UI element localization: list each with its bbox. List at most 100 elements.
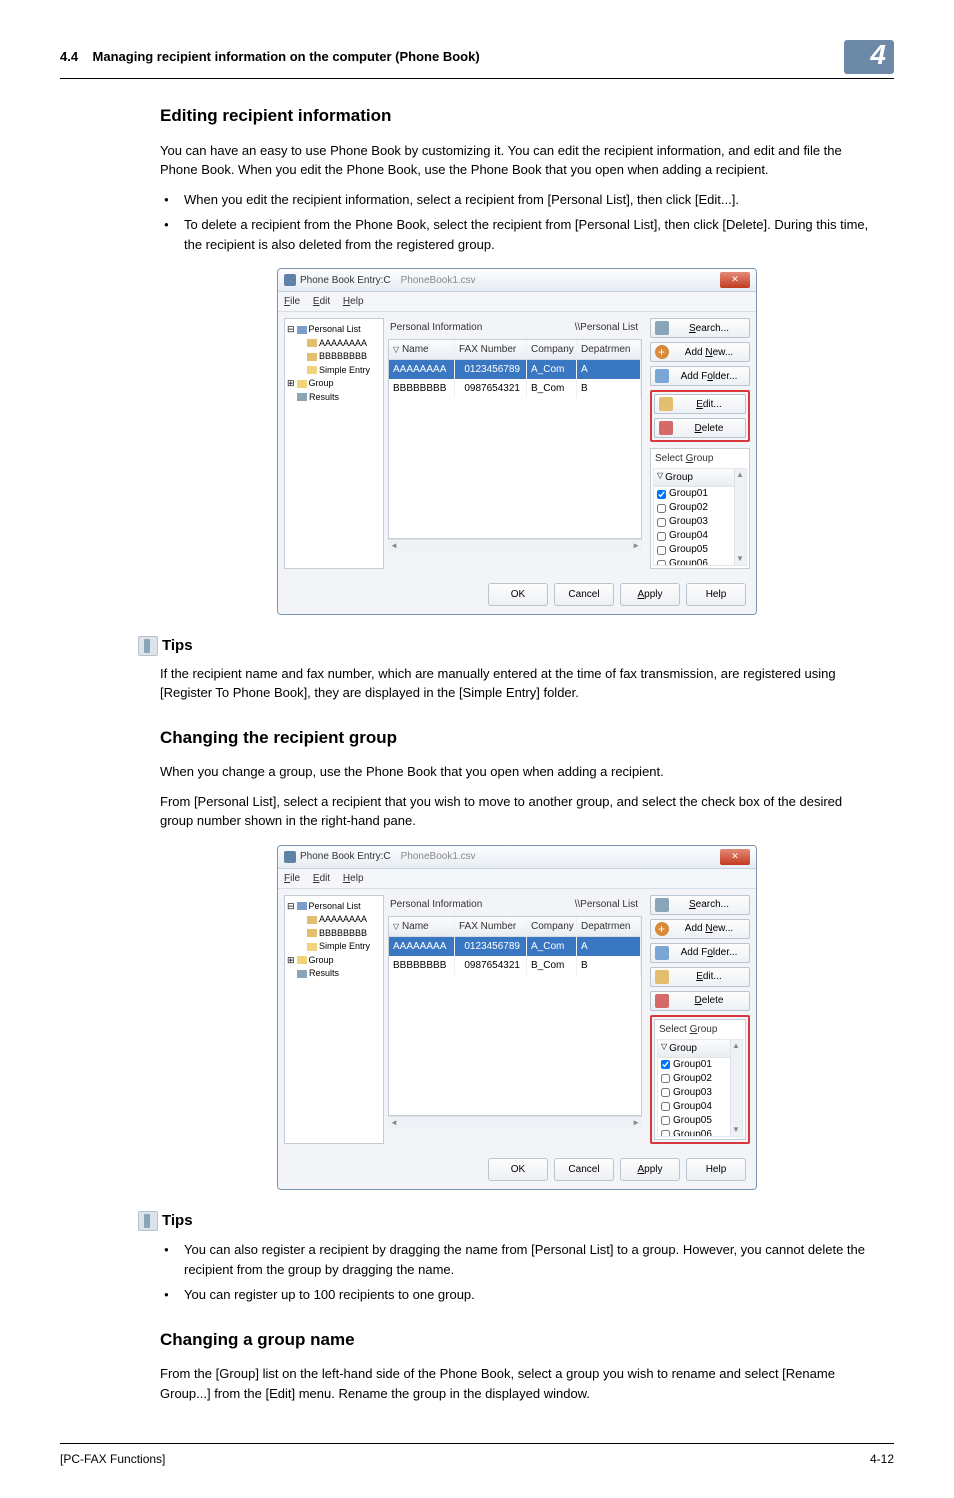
side-panel: Search... Add New... Add Folder... Edit.… [646, 895, 750, 1144]
tree-group[interactable]: ⊞ Group [287, 954, 381, 968]
edit-button[interactable]: Edit... [654, 394, 746, 414]
edit-paragraph: You can have an easy to use Phone Book b… [160, 141, 874, 180]
tips-2-header: Tips [138, 1210, 874, 1233]
select-group-box: Select Group ▽Group Group01 Group02 Grou… [654, 1019, 746, 1140]
header-title: Managing recipient information on the co… [93, 49, 480, 64]
vertical-scrollbar[interactable] [734, 469, 746, 565]
tree-item-a[interactable]: AAAAAAAA [287, 913, 381, 927]
page-header: 4.4 Managing recipient information on th… [60, 40, 894, 79]
add-icon [655, 345, 669, 359]
recipient-grid: ▽ Name FAX Number Company Name Depatrmen… [388, 339, 642, 539]
grid-header[interactable]: ▽ Name FAX Number Company Name Depatrmen [389, 340, 641, 360]
ok-button[interactable]: OK [488, 583, 548, 606]
main-heading: Personal Information [390, 897, 482, 912]
dialog-menubar: File Edit Help [278, 869, 756, 889]
dialog-title-prefix: Phone Book Entry:C [300, 849, 391, 864]
delete-button[interactable]: Delete [650, 991, 750, 1011]
table-row[interactable]: BBBBBBBB 0987654321 B_Com B [389, 379, 641, 398]
add-new-button[interactable]: Add New... [650, 342, 750, 362]
add-new-button[interactable]: Add New... [650, 919, 750, 939]
tips-icon [138, 636, 158, 656]
highlight-edit-delete: Edit... Delete [650, 390, 750, 442]
tree-results[interactable]: Results [287, 967, 381, 981]
dialog-titlebar: Phone Book Entry:C PhoneBook1.csv ✕ [278, 269, 756, 292]
tree-results[interactable]: Results [287, 391, 381, 405]
delete-button[interactable]: Delete [654, 418, 746, 438]
tree-simple-entry[interactable]: Simple Entry [287, 364, 381, 378]
group-item[interactable]: Group04 [654, 529, 746, 543]
tree-simple-entry[interactable]: Simple Entry [287, 940, 381, 954]
horizontal-scrollbar[interactable]: ◄► [388, 1116, 642, 1128]
grid-header[interactable]: ▽ Name FAX Number Company Name Depatrmen [389, 917, 641, 937]
dialog-icon [284, 851, 296, 863]
help-button[interactable]: Help [686, 583, 746, 606]
dialog-footer: OK Cancel Apply Help [278, 575, 756, 614]
search-button[interactable]: Search... [650, 318, 750, 338]
search-button[interactable]: Search... [650, 895, 750, 915]
delete-icon [659, 421, 673, 435]
select-group-label: Select Group [653, 451, 747, 466]
folder-icon [655, 946, 669, 960]
tree-item-b[interactable]: BBBBBBBB [287, 927, 381, 941]
col-name: ▽ Name [389, 340, 455, 359]
tips-2-bullets: You can also register a recipient by dra… [160, 1240, 874, 1305]
main-panel: Personal Information \\Personal List ▽ N… [388, 895, 642, 1144]
chapter-badge: 4 [844, 40, 894, 74]
group-item[interactable]: Group05 [654, 543, 746, 557]
search-icon [655, 321, 669, 335]
menu-edit[interactable]: Edit [313, 873, 330, 884]
table-row[interactable]: AAAAAAAA 0123456789 A_Com A [389, 937, 641, 956]
dialog-footer: OK Cancel Apply Help [278, 1150, 756, 1189]
apply-button[interactable]: Apply [620, 583, 680, 606]
table-row[interactable]: AAAAAAAA 0123456789 A_Com A [389, 360, 641, 379]
horizontal-scrollbar[interactable]: ◄► [388, 539, 642, 551]
cancel-button[interactable]: Cancel [554, 1158, 614, 1181]
menu-help[interactable]: Help [343, 296, 364, 307]
phonebook-dialog-2: Phone Book Entry:C PhoneBook1.csv ✕ File… [277, 845, 757, 1190]
main-path: \\Personal List [575, 320, 638, 335]
menu-file[interactable]: File [284, 873, 300, 884]
ok-button[interactable]: OK [488, 1158, 548, 1181]
add-folder-button[interactable]: Add Folder... [650, 943, 750, 963]
close-icon[interactable]: ✕ [720, 272, 750, 288]
tree-panel: ⊟ Personal List AAAAAAAA BBBBBBBB Simple… [284, 318, 384, 569]
apply-button[interactable]: Apply [620, 1158, 680, 1181]
footer-right: 4-12 [870, 1450, 894, 1468]
tree-personal-list[interactable]: ⊟ Personal List [287, 900, 381, 914]
changegroup-p1: When you change a group, use the Phone B… [160, 762, 874, 782]
changename-p1: From the [Group] list on the left-hand s… [160, 1364, 874, 1403]
footer-left: [PC-FAX Functions] [60, 1450, 165, 1468]
col-fax: FAX Number [455, 340, 527, 359]
group-item[interactable]: Group02 [654, 501, 746, 515]
close-icon[interactable]: ✕ [720, 849, 750, 865]
main-panel: Personal Information \\Personal List ▽ N… [388, 318, 642, 569]
folder-icon [655, 369, 669, 383]
dialog-title-suffix: PhoneBook1.csv [395, 273, 536, 288]
tree-item-b[interactable]: BBBBBBBB [287, 350, 381, 364]
menu-help[interactable]: Help [343, 873, 364, 884]
dialog-title-suffix: PhoneBook1.csv [395, 849, 536, 864]
cancel-button[interactable]: Cancel [554, 583, 614, 606]
menu-edit[interactable]: Edit [313, 296, 330, 307]
col-dept: Depatrmen [577, 340, 641, 359]
vertical-scrollbar[interactable] [730, 1040, 742, 1136]
table-row[interactable]: BBBBBBBB 0987654321 B_Com B [389, 956, 641, 975]
tree-group[interactable]: ⊞ Group [287, 377, 381, 391]
dialog-menubar: File Edit Help [278, 292, 756, 312]
group-item[interactable]: Group06 [654, 557, 746, 566]
tips-2-label: Tips [162, 1210, 193, 1233]
group-item[interactable]: Group01 [654, 487, 746, 501]
tree-item-a[interactable]: AAAAAAAA [287, 337, 381, 351]
edit-bullets: When you edit the recipient information,… [160, 190, 874, 255]
col-dept: Depatrmen [577, 917, 641, 936]
menu-file[interactable]: File [284, 296, 300, 307]
add-folder-button[interactable]: Add Folder... [650, 366, 750, 386]
tips-2-bullet-2: You can register up to 100 recipients to… [160, 1285, 874, 1305]
highlight-select-group: Select Group ▽Group Group01 Group02 Grou… [650, 1015, 750, 1144]
help-button[interactable]: Help [686, 1158, 746, 1181]
edit-bullet-2: To delete a recipient from the Phone Boo… [160, 215, 874, 254]
tree-personal-list[interactable]: ⊟ Personal List [287, 323, 381, 337]
group-item[interactable]: Group03 [654, 515, 746, 529]
edit-button[interactable]: Edit... [650, 967, 750, 987]
edit-bullet-1: When you edit the recipient information,… [160, 190, 874, 210]
